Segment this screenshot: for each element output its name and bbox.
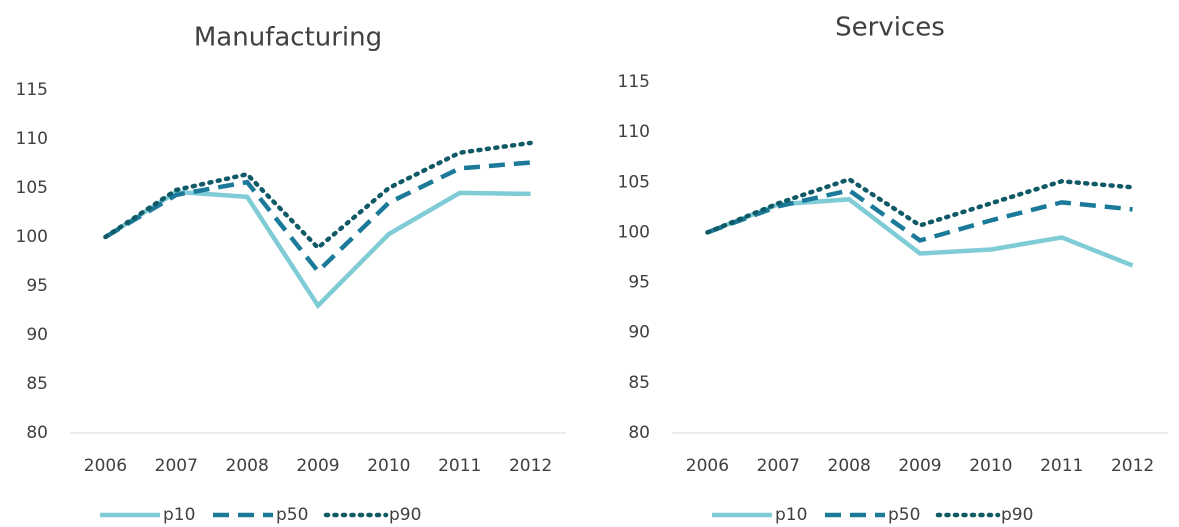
- x-tick-label: 2012: [1111, 456, 1154, 476]
- x-tick-label: 2012: [509, 456, 552, 476]
- line-series: [705, 176, 1135, 235]
- x-tick-label: 2010: [969, 456, 1012, 476]
- x-tick-label: 2011: [438, 456, 481, 476]
- line-series: [706, 197, 1134, 268]
- x-tick-label: 2006: [686, 456, 729, 476]
- y-tick-label: 95: [26, 276, 48, 296]
- y-tick-label: 105: [16, 178, 48, 198]
- legend-label: p10: [775, 505, 807, 525]
- x-tick-label: 2009: [898, 456, 941, 476]
- legend-label: p90: [389, 505, 421, 525]
- y-tick-label: 110: [618, 122, 650, 142]
- y-tick-label: 105: [618, 172, 650, 192]
- line-series: [706, 187, 1133, 243]
- y-tick-label: 100: [618, 222, 650, 242]
- legend-label: p10: [163, 505, 195, 525]
- y-tick-label: 85: [628, 373, 650, 393]
- y-tick-label: 85: [26, 374, 48, 394]
- y-tick-label: 115: [618, 72, 650, 92]
- x-tick-label: 2007: [757, 456, 800, 476]
- legend-label: p50: [276, 505, 308, 525]
- line-series: [103, 140, 533, 251]
- chart-title: Services: [835, 13, 945, 43]
- y-tick-label: 90: [26, 325, 48, 345]
- x-tick-label: 2008: [828, 456, 871, 476]
- x-tick-label: 2007: [155, 456, 198, 476]
- y-tick-label: 80: [26, 423, 48, 443]
- y-tick-label: 110: [16, 129, 48, 149]
- chart-title: Manufacturing: [194, 23, 382, 53]
- line-series: [104, 160, 531, 275]
- y-tick-label: 100: [16, 227, 48, 247]
- legend-label: p90: [1001, 505, 1033, 525]
- y-tick-label: 95: [628, 273, 650, 293]
- legend-label: p50: [888, 505, 920, 525]
- x-tick-label: 2010: [367, 456, 410, 476]
- y-tick-label: 80: [628, 423, 650, 443]
- x-tick-label: 2009: [296, 456, 339, 476]
- x-tick-label: 2011: [1040, 456, 1083, 476]
- y-tick-label: 90: [628, 323, 650, 343]
- y-tick-label: 115: [16, 80, 48, 100]
- x-tick-label: 2008: [226, 456, 269, 476]
- x-tick-label: 2006: [84, 456, 127, 476]
- line-series: [104, 189, 531, 310]
